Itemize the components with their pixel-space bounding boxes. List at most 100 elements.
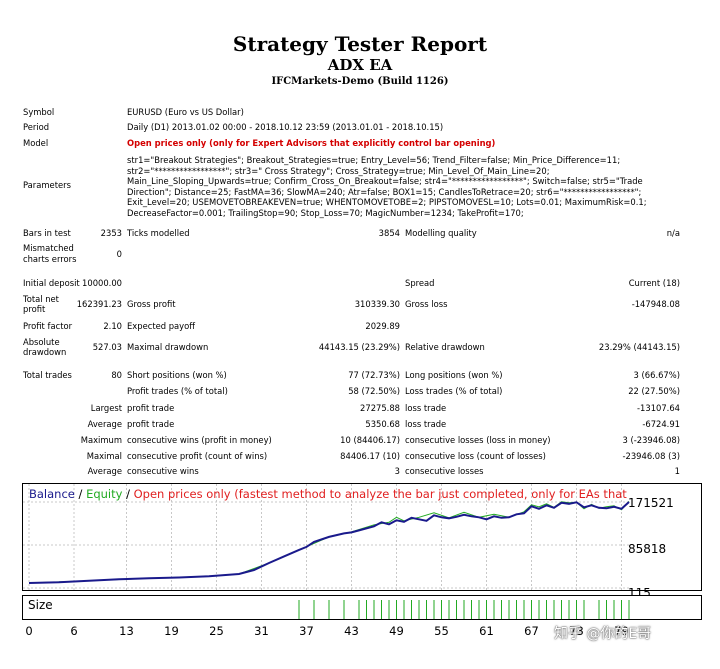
relative-drawdown-label: Relative drawdown	[405, 342, 485, 352]
gross-loss-value: -147948.08	[631, 299, 680, 309]
y-tick-mid: 85818	[628, 542, 667, 556]
balance-equity-plot	[23, 484, 630, 590]
max-consecutive-wins-label: consecutive wins (profit in money)	[127, 435, 272, 445]
x-tick-label-1: 6	[70, 624, 78, 638]
ticks-value: 3854	[378, 228, 400, 238]
series-line-equity	[28, 500, 630, 584]
gross-profit-value: 310339.30	[354, 299, 400, 309]
maximal-consecutive-profit-label: consecutive profit (count of wins)	[127, 451, 268, 461]
maximum-label: Maximum	[80, 435, 122, 445]
profit-trades-value: 58 (72.50%)	[348, 386, 400, 396]
mismatch-label-2: charts errors	[23, 254, 77, 264]
average-2-label: Average	[87, 466, 122, 476]
loss-trades-value: 22 (27.50%)	[628, 386, 680, 396]
mismatch-value: 0	[116, 249, 122, 259]
total-trades-label: Total trades	[23, 370, 72, 380]
gross-loss-label: Gross loss	[405, 299, 448, 309]
size-panel	[22, 595, 702, 620]
largest-loss-value: -13107.64	[637, 403, 680, 413]
total-net-label-1: Total net	[23, 294, 59, 304]
relative-drawdown-value: 23.29% (44143.15)	[598, 342, 680, 352]
largest-loss-label: loss trade	[405, 403, 447, 413]
maximal-consecutive-loss-value: -23946.08 (3)	[622, 451, 680, 461]
x-tick-label-12: 73	[569, 624, 584, 638]
max-consecutive-losses-label: consecutive losses (loss in money)	[405, 435, 551, 445]
absolute-drawdown-label-1: Absolute	[23, 337, 60, 347]
x-tick-label-4: 25	[209, 624, 224, 638]
x-tick-label-13: 79	[614, 624, 629, 638]
x-tick-label-6: 37	[299, 624, 314, 638]
x-tick-label-11: 67	[524, 624, 539, 638]
largest-profit-label: profit trade	[127, 403, 175, 413]
short-positions-label: Short positions (won %)	[127, 370, 227, 380]
modelling-quality-value: n/a	[666, 228, 680, 238]
average-loss-value: -6724.91	[642, 419, 680, 429]
max-consecutive-wins-value: 10 (84406.17)	[340, 435, 400, 445]
symbol-value: EURUSD (Euro vs US Dollar)	[127, 107, 244, 117]
initial-deposit-label: Initial deposit	[23, 278, 80, 288]
balance-equity-chart	[22, 483, 702, 591]
x-tick-label-3: 19	[164, 624, 179, 638]
bars-value: 2353	[100, 228, 122, 238]
average-profit-label: profit trade	[127, 419, 175, 429]
expected-payoff-label: Expected payoff	[127, 321, 196, 331]
period-value: Daily (D1) 2013.01.02 00:00 - 2018.10.12…	[127, 122, 444, 132]
modelling-quality-label: Modelling quality	[405, 228, 477, 238]
profit-factor-value: 2.10	[103, 321, 122, 331]
largest-label: Largest	[90, 403, 122, 413]
legend-model-note: Open prices only (fastest method to anal…	[133, 487, 627, 501]
server-name: IFCMarkets-Demo (Build 1126)	[271, 76, 449, 87]
maximal-consecutive-loss-label: consecutive loss (count of losses)	[405, 451, 546, 461]
largest-profit-value: 27275.88	[360, 403, 400, 413]
spread-label: Spread	[405, 278, 435, 288]
spread-value: Current (18)	[628, 278, 680, 288]
x-tick-label-0: 0	[25, 624, 33, 638]
series-line-balance	[28, 501, 630, 584]
absolute-drawdown-value: 527.03	[92, 342, 122, 352]
legend-separator-2: /	[122, 487, 134, 501]
profit-factor-label: Profit factor	[23, 321, 73, 331]
chart-legend: Balance / Equity / Open prices only (fas…	[29, 487, 627, 501]
maximal-label: Maximal	[86, 451, 122, 461]
bars-label: Bars in test	[23, 228, 71, 238]
long-positions-label: Long positions (won %)	[405, 370, 503, 380]
mismatch-label-1: Mismatched	[23, 243, 74, 253]
x-tick-label-9: 55	[434, 624, 449, 638]
maximal-consecutive-profit-value: 84406.17 (10)	[340, 451, 400, 461]
expected-payoff-value: 2029.89	[365, 321, 400, 331]
y-tick-max: 171521	[628, 496, 674, 510]
x-tick-label-8: 49	[389, 624, 404, 638]
average-profit-value: 5350.68	[365, 419, 400, 429]
short-positions-value: 77 (72.73%)	[348, 370, 400, 380]
profit-trades-label: Profit trades (% of total)	[127, 386, 228, 396]
x-tick-label-5: 31	[254, 624, 269, 638]
model-value: Open prices only (only for Expert Adviso…	[127, 138, 496, 148]
symbol-label: Symbol	[23, 107, 55, 117]
x-tick-label-2: 13	[119, 624, 134, 638]
average-loss-label: loss trade	[405, 419, 447, 429]
legend-equity: Equity	[86, 487, 123, 501]
average-label: Average	[87, 419, 122, 429]
total-net-label-2: profit	[23, 304, 46, 314]
maximal-drawdown-label: Maximal drawdown	[127, 342, 209, 352]
parameters-label: Parameters	[23, 180, 71, 190]
avg-consecutive-losses-value: 1	[674, 466, 680, 476]
long-positions-value: 3 (66.67%)	[633, 370, 680, 380]
maximal-drawdown-value: 44143.15 (23.29%)	[318, 342, 400, 352]
loss-trades-label: Loss trades (% of total)	[405, 386, 503, 396]
size-plot	[298, 600, 630, 619]
max-consecutive-losses-value: 3 (-23946.08)	[622, 435, 680, 445]
parameters-value: str1="Breakout Strategies"; Breakout_Str…	[127, 155, 647, 218]
total-net-value: 162391.23	[76, 299, 122, 309]
total-trades-value: 80	[111, 370, 122, 380]
watermark: 知乎 @你的E哥	[554, 626, 652, 642]
legend-separator-1: /	[74, 487, 87, 501]
ticks-label: Ticks modelled	[127, 228, 190, 238]
legend-balance: Balance	[29, 487, 75, 501]
period-label: Period	[23, 122, 50, 132]
ea-name: ADX EA	[327, 56, 393, 74]
x-tick-label-7: 43	[344, 624, 359, 638]
x-tick-label-10: 61	[479, 624, 494, 638]
gross-profit-label: Gross profit	[127, 299, 176, 309]
avg-consecutive-wins-value: 3	[394, 466, 400, 476]
